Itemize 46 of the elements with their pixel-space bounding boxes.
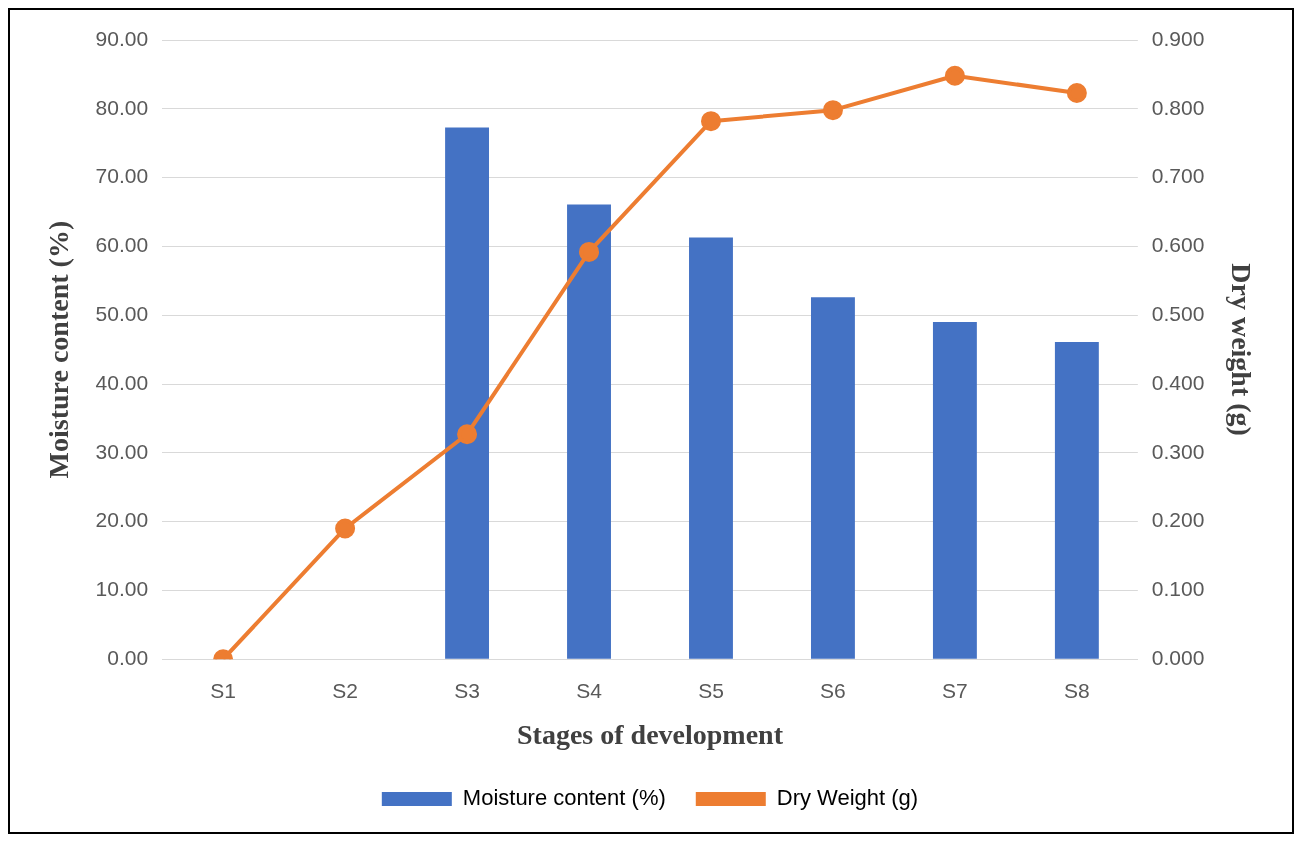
x-tick-label: S4 [576,678,603,702]
y-tick-label: 70.00 [95,164,149,188]
y-tick-label: 40.00 [95,370,149,394]
legend-label: Dry Weight (g) [776,785,919,811]
point [579,241,600,262]
y-tick-label: 60.00 [95,233,149,257]
y2-tick-label: 0.300 [1151,439,1205,463]
y-tick-label: 80.00 [95,95,149,119]
bar [689,237,733,659]
point [1066,82,1087,103]
legend-label: Moisture content (%) [462,785,666,811]
bar [445,127,490,659]
x-tick-label: S1 [210,678,236,702]
point [944,65,965,86]
y2-tick-label: 0.200 [1151,508,1205,532]
point [700,111,721,132]
y-tick-label: 10.00 [95,577,149,601]
x-tick-label: S8 [1064,678,1090,702]
x-tick-label: S3 [454,678,480,702]
x-tick-label: S7 [942,678,968,702]
y2-tick-label: 0.000 [1151,646,1205,669]
y-axis-title: Moisture content (%) [43,220,75,479]
point [457,424,478,445]
bar [1054,342,1099,659]
x-tick-label: S2 [332,678,358,702]
point [822,100,843,121]
y2-tick-label: 0.700 [1151,164,1205,188]
point [335,518,356,539]
y-tick-label: 50.00 [95,302,149,325]
y2-axis-title: Dry weight (g) [1225,263,1257,436]
y-tick-label: 0.00 [107,646,149,669]
y2-tick-label: 0.100 [1151,577,1205,601]
y2-tick-label: 0.500 [1151,302,1205,325]
y2-tick-label: 0.800 [1151,95,1205,119]
y-tick-label: 90.00 [95,26,149,50]
y-tick-label: 20.00 [95,508,149,532]
bar [932,322,977,659]
y2-tick-label: 0.900 [1151,26,1205,50]
x-tick-label: S5 [698,678,724,702]
bar [567,204,611,659]
bar [810,297,855,659]
y2-tick-label: 0.600 [1151,233,1205,257]
y-tick-label: 30.00 [95,439,149,463]
x-axis-title: Stages of development [517,719,784,751]
x-tick-label: S6 [820,678,846,702]
y2-tick-label: 0.400 [1151,370,1205,394]
